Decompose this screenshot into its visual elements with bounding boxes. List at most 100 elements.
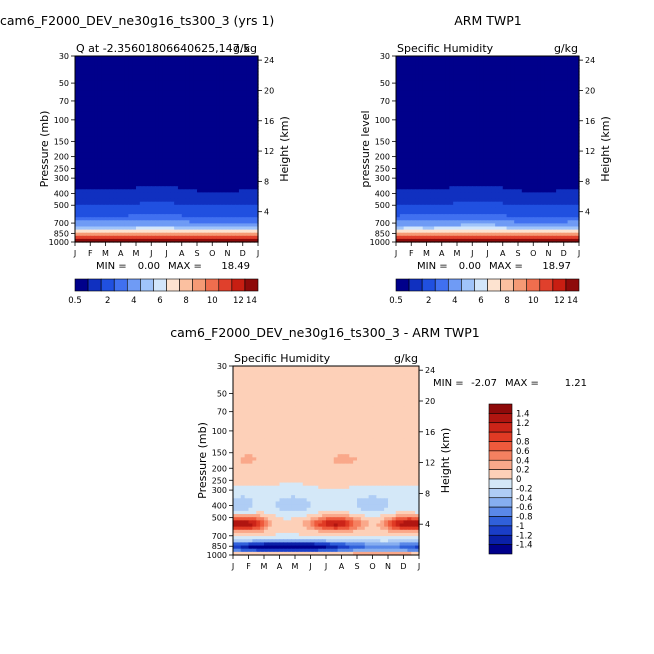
heatmap-cell [529,127,534,131]
heatmap-cell [185,62,190,66]
heatmap-cell [116,198,122,203]
heatmap-cell [174,68,179,73]
heatmap-cell [250,71,255,76]
heatmap-cell [457,90,462,94]
heatmap-cell [151,220,156,224]
heatmap-cell [552,59,557,63]
heatmap-cell [219,226,225,231]
heatmap-cell [403,170,409,175]
heatmap-cell [563,83,569,88]
heatmap-cell [212,68,217,73]
heatmap-cell [90,220,95,224]
heatmap-cell [563,149,569,153]
heatmap-cell [491,180,496,184]
heatmap-cell [78,62,84,66]
heatmap-cell [227,71,232,76]
heatmap-cell [139,198,145,203]
heatmap-cell [200,152,206,156]
heatmap-cell [208,186,213,190]
heatmap-cell [75,121,80,125]
heatmap-cell [529,152,534,156]
heatmap-cell [537,152,542,156]
heatmap-cell [537,118,542,122]
heatmap-cell [128,149,133,153]
heatmap-cell [101,183,107,187]
heatmap-cell [510,108,515,113]
heatmap-cell [422,142,428,147]
heatmap-cell [235,145,240,150]
heatmap-cell [468,90,473,94]
heatmap-cell [556,114,561,119]
heatmap-cell [158,65,164,69]
heatmap-cell [197,77,202,82]
heatmap-cell [212,80,217,85]
heatmap-cell [437,83,443,88]
heatmap-cell [556,161,561,166]
heatmap-cell [143,142,149,147]
heatmap-cell [116,93,122,97]
heatmap-cell [75,204,80,209]
heatmap-cell [411,83,416,88]
heatmap-cell [212,65,217,69]
heatmap-cell [502,124,508,128]
heatmap-cell [94,214,99,218]
heatmap-cell [86,102,91,107]
heatmap-cell [407,158,412,162]
heatmap-cell [571,71,576,76]
heatmap-cell [94,108,99,113]
heatmap-cell [189,114,194,119]
heatmap-cell [97,139,103,144]
heatmap-cell [208,173,213,178]
heatmap-cell [177,192,183,197]
heatmap-cell [193,133,198,138]
heatmap-cell [422,56,428,60]
heatmap-cell [181,220,187,224]
heatmap-cell [197,189,202,193]
heatmap-cell [441,124,447,128]
heatmap-cell [407,127,412,131]
heatmap-cell [113,186,118,190]
heatmap-cell [472,87,477,91]
heatmap-cell [155,99,160,104]
heatmap-cell [82,211,88,215]
heatmap-cell [162,59,168,63]
heatmap-cell [208,111,213,116]
heatmap-cell [567,56,572,60]
heatmap-cell [227,133,232,138]
heatmap-cell [166,201,171,206]
heatmap-cell [242,158,248,162]
heatmap-cell [575,136,580,141]
heatmap-cell [105,127,110,131]
heatmap-cell [407,56,412,60]
heatmap-cell [476,139,481,144]
heatmap-cell [97,204,103,209]
month-tick-label: O [209,249,215,258]
heatmap-cell [246,99,251,104]
heatmap-cell [434,161,439,166]
heatmap-cell [231,56,236,60]
heatmap-cell [533,161,538,166]
heatmap-cell [472,130,477,135]
heatmap-cell [219,189,225,193]
heatmap-cell [487,80,492,85]
heatmap-cell [491,59,496,63]
heatmap-cell [483,118,489,122]
heatmap-cell [227,183,232,187]
heatmap-cell [491,173,496,178]
heatmap-cell [82,77,88,82]
heatmap-cell [128,87,133,91]
heatmap-cell [396,142,401,147]
heatmap-cell [559,65,565,69]
heatmap-cell [453,161,458,166]
heatmap-cell [78,238,84,243]
heatmap-cell [250,133,255,138]
heatmap-cell [212,207,217,212]
heatmap-cell [476,173,481,178]
heatmap-cell [246,226,251,231]
heatmap-cell [185,238,190,243]
heatmap-cell [151,133,156,138]
heatmap-cell [193,77,198,82]
heatmap-cell [418,111,424,116]
heatmap-cell [487,161,492,166]
heatmap-cell [479,142,485,147]
